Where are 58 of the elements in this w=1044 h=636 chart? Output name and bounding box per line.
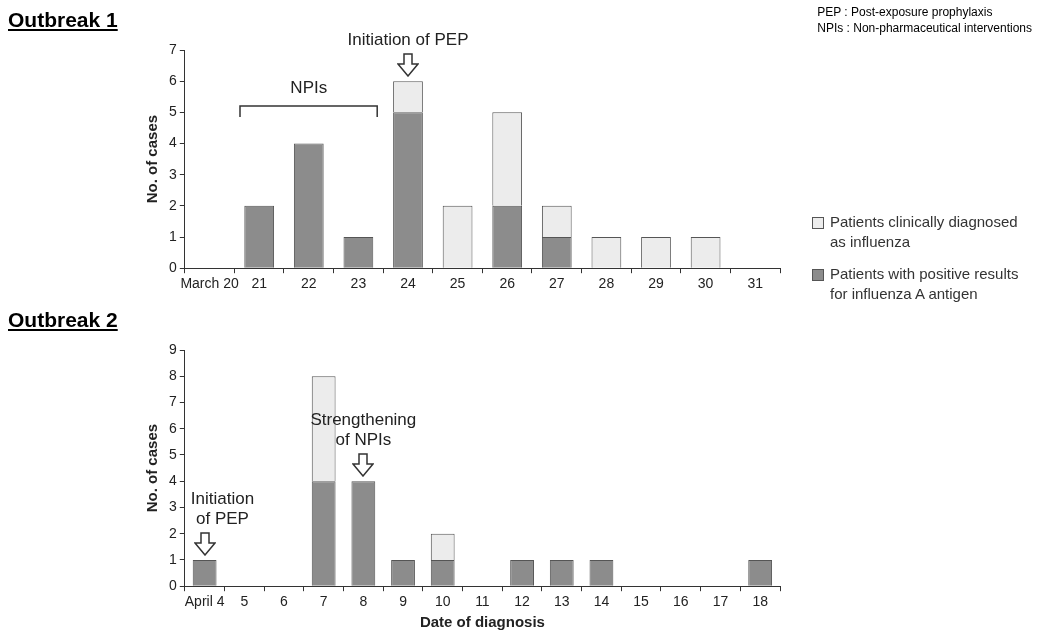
y-tick-label: 5 (168, 445, 177, 462)
y-tick-label: 2 (168, 196, 177, 213)
text: PEP : Post-exposure prophylaxis (817, 4, 994, 20)
y-tick-label: 0 (168, 259, 177, 276)
x-tick-label: March 20 (180, 275, 239, 292)
x-tick-label: April 4 (184, 593, 225, 610)
legend-label: Patients with positive results for influenza A antigen (830, 264, 1020, 304)
annotation: Initiation of PEP (347, 30, 469, 50)
annotation: Strengthening of NPIs (310, 410, 417, 450)
x-tick-label: 5 (240, 593, 249, 610)
x-tick-label: 26 (499, 275, 516, 292)
x-tick-label: 11 (475, 593, 490, 610)
y-tick-label: 3 (168, 165, 177, 182)
y-tick-label: 3 (168, 498, 177, 515)
x-tick-label: 9 (399, 593, 408, 610)
y-axis-title: No. of cases (143, 423, 161, 513)
y-tick-label: 0 (168, 577, 177, 594)
y-tick-label: 2 (168, 524, 177, 541)
x-tick-label: 15 (633, 593, 650, 610)
annotation: Initiation of PEP (190, 489, 255, 529)
x-tick-label: 7 (319, 593, 328, 610)
x-tick-label: 13 (553, 593, 570, 610)
y-tick-label: 5 (168, 103, 177, 120)
chart-title: Outbreak 2 (8, 308, 118, 332)
y-tick-label: 1 (168, 550, 177, 567)
text: NPIs : Non-pharmaceutical interventions (817, 20, 1032, 36)
y-tick-label: 6 (168, 419, 177, 436)
x-tick-label: 12 (514, 593, 531, 610)
x-tick-label: 24 (400, 275, 416, 292)
annotation: NPIs (290, 78, 328, 98)
x-tick-label: 8 (359, 593, 368, 610)
y-tick-label: 7 (168, 40, 177, 57)
y-tick-label: 7 (168, 393, 177, 410)
y-tick-label: 1 (168, 227, 177, 244)
legend-label: Patients clinically diagnosed as influenza (830, 212, 1019, 252)
x-axis-title: Date of diagnosis (419, 613, 545, 631)
y-tick-label: 4 (168, 472, 177, 489)
x-tick-label: 6 (280, 593, 289, 610)
x-tick-label: 25 (449, 275, 466, 292)
chart-title: Outbreak 1 (8, 8, 118, 32)
y-tick-label: 6 (168, 72, 177, 89)
x-tick-label: 23 (350, 275, 367, 292)
y-tick-label: 8 (168, 367, 177, 384)
x-tick-label: 17 (712, 593, 729, 610)
x-tick-label: 16 (673, 593, 689, 610)
x-tick-label: 27 (549, 275, 565, 292)
y-tick-label: 9 (168, 340, 177, 357)
x-tick-label: 30 (697, 275, 714, 292)
x-tick-label: 28 (598, 275, 615, 292)
x-tick-label: 21 (251, 275, 268, 292)
x-tick-label: 31 (747, 275, 764, 292)
x-tick-label: 10 (434, 593, 451, 610)
y-axis-title: No. of cases (143, 114, 161, 204)
x-tick-label: 29 (648, 275, 664, 292)
x-tick-label: 22 (301, 275, 317, 292)
x-tick-label: 18 (752, 593, 769, 610)
x-tick-label: 14 (593, 593, 610, 610)
y-tick-label: 4 (168, 134, 177, 151)
